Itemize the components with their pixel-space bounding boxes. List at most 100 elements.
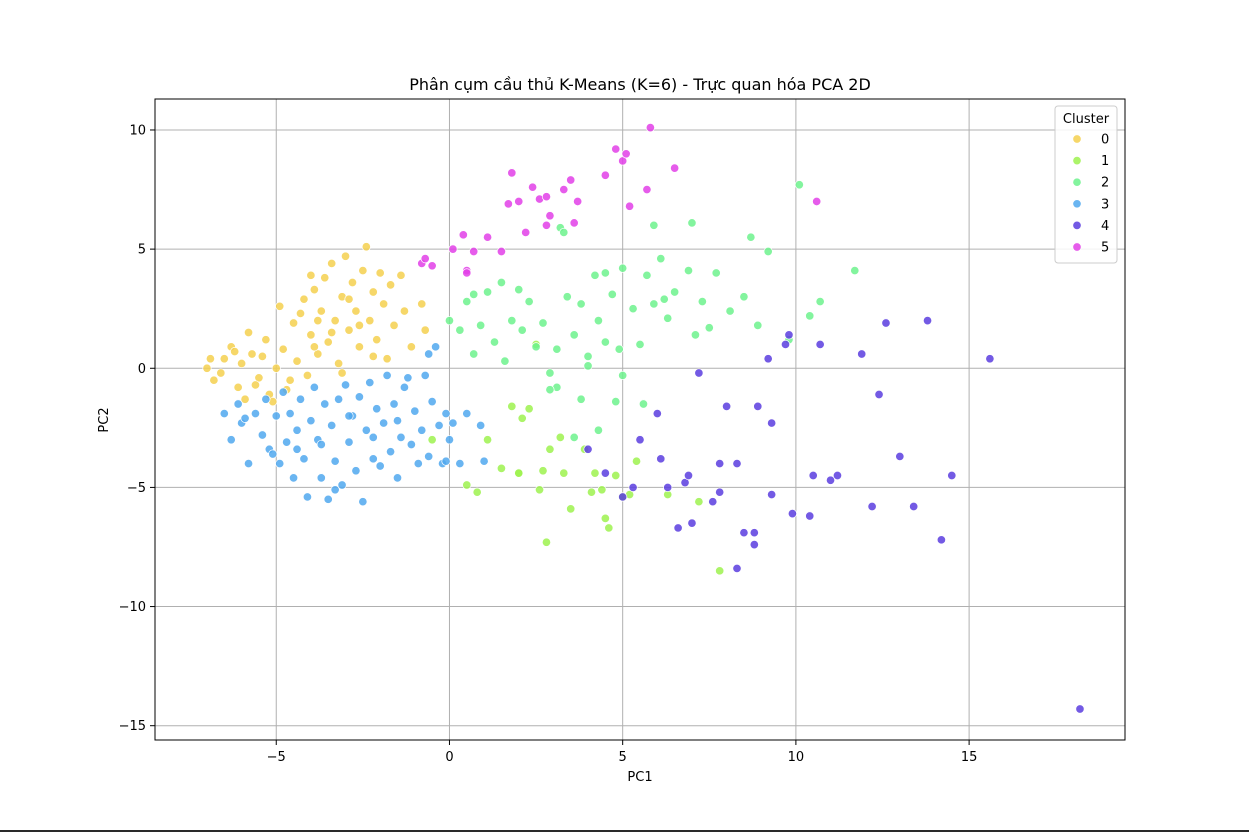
cluster-4-point (832, 470, 843, 481)
cluster-0-point (386, 280, 396, 290)
cluster-4-point (808, 470, 818, 481)
cluster-2-point (496, 277, 506, 288)
cluster-0-point (278, 344, 288, 354)
cluster-3-point (479, 456, 489, 466)
cluster-3-point (316, 473, 326, 483)
cluster-0-point (202, 363, 212, 373)
cluster-2-point (507, 316, 517, 326)
x-tick-label: 15 (961, 750, 978, 765)
cluster-3-point (424, 349, 434, 359)
cluster-3-point (330, 456, 340, 466)
cluster-3-point (340, 380, 351, 390)
cluster-4-point (895, 451, 905, 461)
cluster-4-point (881, 318, 891, 328)
cluster-2-point (618, 370, 628, 380)
cluster-3-point (476, 420, 486, 431)
cluster-3-point (417, 425, 427, 435)
cluster-1-point (496, 463, 506, 473)
cluster-2-point (670, 287, 680, 297)
legend-items: 0 1 2 3 4 5 (1072, 133, 1109, 256)
cluster-3-point (386, 447, 396, 457)
cluster-0-point (396, 270, 406, 280)
cluster-5-point (528, 182, 538, 192)
cluster-4-point (583, 444, 593, 454)
cluster-3-point (431, 342, 441, 352)
cluster-0-point (285, 375, 295, 385)
cluster-2-point (805, 311, 815, 321)
cluster-4-point (635, 435, 645, 445)
cluster-4-point (739, 528, 749, 538)
cluster-2-point (569, 432, 579, 442)
cluster-2-point (611, 397, 621, 407)
cluster-2-point (638, 399, 649, 409)
cluster-0-point (237, 358, 247, 369)
cluster-2-point (704, 323, 714, 333)
cluster-1-point (541, 537, 552, 547)
legend-box (1054, 105, 1118, 264)
cluster-5-point (566, 175, 576, 185)
y-tick-label: 0 (138, 362, 146, 377)
cluster-3-point (375, 461, 385, 471)
cluster-0-point (247, 349, 257, 359)
cluster-2-point (600, 268, 610, 278)
cluster-3-point (413, 459, 423, 469)
cluster-4-point (825, 475, 836, 485)
chart-title: Phân cụm cầu thủ K-Means (K=6) - Trực qu… (409, 75, 871, 94)
cluster-2-point (583, 351, 593, 361)
cluster-1-point (534, 485, 545, 495)
cluster-5-point (625, 201, 635, 211)
cluster-3-point (444, 435, 455, 445)
cluster-0-point (313, 316, 323, 326)
cluster-0-point (354, 342, 364, 352)
cluster-1-point (524, 404, 534, 414)
cluster-0-point (372, 335, 382, 345)
cluster-5-point (812, 196, 822, 207)
cluster-4-point (767, 490, 777, 500)
cluster-5-point (642, 185, 652, 195)
cluster-4-point (749, 540, 759, 550)
cluster-2-point (469, 289, 479, 299)
cluster-2-point (444, 316, 455, 326)
cluster-2-point (559, 227, 569, 237)
cluster-5-point (420, 254, 430, 264)
cluster-2-point (483, 287, 493, 297)
cluster-0-point (379, 299, 389, 309)
x-tick-label: 10 (788, 750, 805, 765)
cluster-2-point (545, 385, 555, 395)
cluster-0-point (320, 273, 330, 283)
cluster-1-point (694, 497, 704, 507)
cluster-2-point (469, 349, 479, 359)
cluster-3-point (282, 437, 292, 447)
cluster-3-point (257, 430, 267, 440)
legend: Cluster 0 1 2 3 4 5 (1054, 105, 1118, 264)
legend-marker-4 (1072, 220, 1082, 230)
cluster-1-point (604, 523, 614, 533)
cluster-3-point (219, 408, 229, 419)
cluster-5-point (462, 268, 472, 278)
cluster-4-point (600, 468, 610, 478)
cluster-0-point (344, 325, 354, 335)
cluster-4-point (652, 408, 662, 419)
cluster-2-point (618, 263, 628, 273)
cluster-3-point (261, 394, 271, 404)
cluster-1-point (472, 487, 482, 497)
cluster-3-point (320, 399, 330, 409)
legend-marker-5 (1072, 242, 1082, 252)
cluster-2-point (649, 299, 659, 309)
cluster-0-point (289, 318, 299, 328)
cluster-5-point (600, 170, 610, 180)
cluster-1-point (566, 504, 576, 514)
cluster-4-point (909, 501, 919, 512)
cluster-3-point (420, 370, 430, 380)
legend-label-5: 5 (1101, 241, 1109, 256)
cluster-2-point (576, 299, 586, 309)
cluster-3-point (299, 454, 309, 464)
cluster-4-point (708, 497, 718, 507)
cluster-1-point (507, 401, 517, 411)
x-tick-label: 0 (445, 750, 453, 765)
cluster-3-point (410, 406, 420, 416)
cluster-2-point (687, 218, 697, 228)
cluster-0-point (368, 351, 378, 361)
cluster-0-point (368, 287, 378, 297)
